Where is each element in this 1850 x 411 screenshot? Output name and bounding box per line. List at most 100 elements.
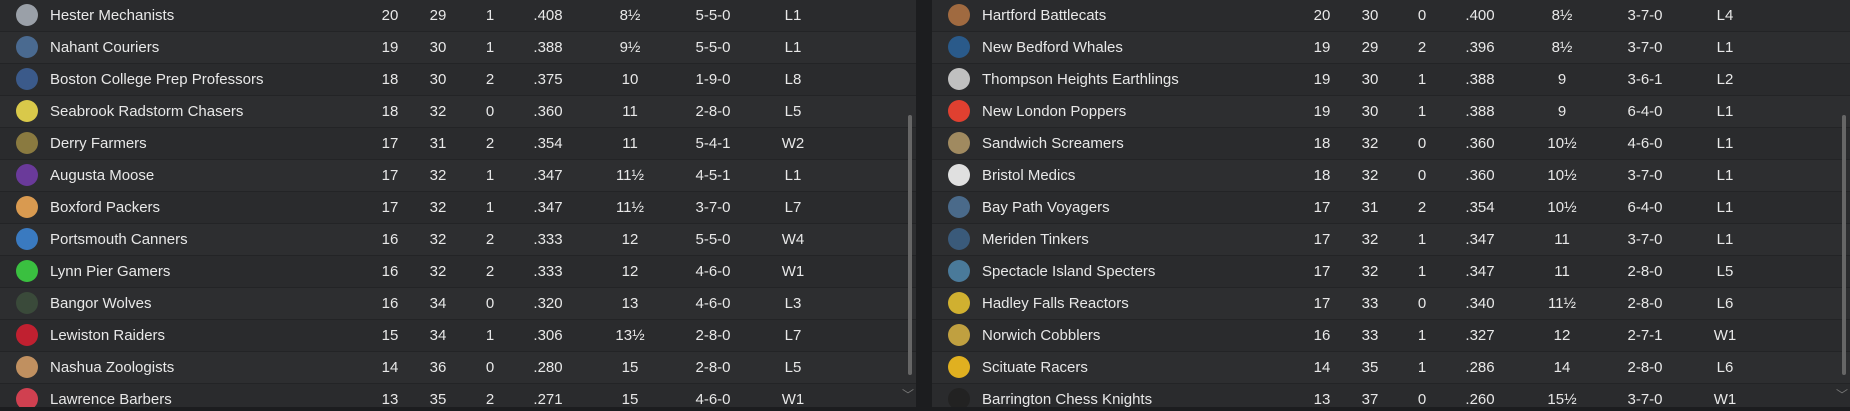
table-row[interactable]: Spectacle Island Specters 17 32 1 .347 11 2-8-… (932, 256, 1850, 288)
table-row[interactable]: Scituate Racers 14 35 1 .286 14 2-8-0 L6 (932, 352, 1850, 384)
wins: 13 (1313, 391, 1331, 407)
team-name[interactable]: Lawrence Barbers (50, 391, 172, 407)
table-row[interactable]: Bay Path Voyagers 17 31 2 .354 10½ 6-4-0 L1 (932, 192, 1850, 224)
table-row[interactable]: Hadley Falls Reactors 17 33 0 .340 11½ 2-8-0 L6 (932, 288, 1850, 320)
team-name[interactable]: Hester Mechanists (50, 7, 175, 24)
games-back: 12 (1553, 327, 1571, 344)
table-row[interactable]: Lawrence Barbers 13 35 2 .271 15 4-6-0 W1 (0, 384, 916, 407)
team-name[interactable]: Bay Path Voyagers (982, 199, 1110, 216)
games-back: 13 (621, 295, 639, 312)
table-row[interactable]: Lynn Pier Gamers 16 32 2 .333 12 4-6-0 W1 (0, 256, 916, 288)
table-row[interactable]: Derry Farmers 17 31 2 .354 11 5-4-1 W2 (0, 128, 916, 160)
wins: 19 (1313, 39, 1331, 56)
wins: 14 (381, 359, 399, 376)
table-row[interactable]: Norwich Cobblers 16 33 1 .327 12 2-7-1 W1 (932, 320, 1850, 352)
table-row[interactable]: Bristol Medics 18 32 0 .360 10½ 3-7-0 L1 (932, 160, 1850, 192)
wins: 19 (1313, 71, 1331, 88)
table-row[interactable]: New Bedford Whales 19 29 2 .396 8½ 3-7-0 L1 (932, 32, 1850, 64)
table-row[interactable]: New London Poppers 19 30 1 .388 9 6-4-0 L1 (932, 96, 1850, 128)
team-name[interactable]: Scituate Racers (982, 359, 1088, 376)
team-name[interactable]: Lynn Pier Gamers (50, 263, 171, 280)
last-ten: 4-6-0 (1627, 135, 1663, 152)
ties: 1 (1417, 327, 1427, 344)
last-ten: 4-6-0 (695, 295, 731, 312)
team-name[interactable]: Meriden Tinkers (982, 231, 1089, 248)
team-logo-icon (16, 36, 38, 58)
ties: 0 (1417, 167, 1427, 184)
team-name[interactable]: Sandwich Screamers (982, 135, 1124, 152)
last-ten: 6-4-0 (1627, 103, 1663, 120)
table-row[interactable]: Hartford Battlecats 20 30 0 .400 8½ 3-7-0 L4 (932, 0, 1850, 32)
table-row[interactable]: Lewiston Raiders 15 34 1 .306 13½ 2-8-0 L7 (0, 320, 916, 352)
table-row[interactable]: Boston College Prep Professors 18 30 2 .375 1… (0, 64, 916, 96)
team-logo-icon (948, 4, 970, 26)
team-name[interactable]: New London Poppers (982, 103, 1127, 120)
table-row[interactable]: Meriden Tinkers 17 32 1 .347 11 3-7-0 L1 (932, 224, 1850, 256)
team-name[interactable]: Spectacle Island Specters (982, 263, 1156, 280)
losses: 35 (429, 391, 447, 407)
pct: .354 (533, 135, 563, 152)
wins: 17 (381, 199, 399, 216)
table-row[interactable]: Nahant Couriers 19 30 1 .388 9½ 5-5-0 L1 (0, 32, 916, 64)
table-row[interactable]: Bangor Wolves 16 34 0 .320 13 4-6-0 L3 (0, 288, 916, 320)
team-logo-icon (948, 356, 970, 378)
ties: 1 (485, 39, 495, 56)
pct: .333 (533, 231, 563, 248)
team-name[interactable]: Nashua Zoologists (50, 359, 175, 376)
team-name[interactable]: Thompson Heights Earthlings (982, 71, 1179, 88)
streak: L5 (784, 103, 802, 120)
ties: 0 (1417, 295, 1427, 312)
wins: 14 (1313, 359, 1331, 376)
ties: 2 (1417, 199, 1427, 216)
games-back: 12 (621, 231, 639, 248)
wins: 16 (381, 295, 399, 312)
scrollbar[interactable] (908, 115, 912, 375)
team-name[interactable]: Portsmouth Canners (50, 231, 188, 248)
last-ten: 2-8-0 (1627, 295, 1663, 312)
table-row[interactable]: Sandwich Screamers 18 32 0 .360 10½ 4-6-0 L1 (932, 128, 1850, 160)
team-name[interactable]: Bristol Medics (982, 167, 1076, 184)
table-row[interactable]: Barrington Chess Knights 13 37 0 .260 15½ 3-7-… (932, 384, 1850, 407)
table-row[interactable]: Hester Mechanists 20 29 1 .408 8½ 5-5-0 L1 (0, 0, 916, 32)
team-name[interactable]: Lewiston Raiders (50, 327, 166, 344)
streak: W2 (781, 135, 805, 152)
wins: 16 (1313, 327, 1331, 344)
wins: 15 (381, 327, 399, 344)
team-name[interactable]: Nahant Couriers (50, 39, 160, 56)
team-name[interactable]: Norwich Cobblers (982, 327, 1101, 344)
table-row[interactable]: Augusta Moose 17 32 1 .347 11½ 4-5-1 L1 (0, 160, 916, 192)
chevron-down-icon[interactable]: ﹀ (1835, 388, 1848, 402)
last-ten: 3-7-0 (1627, 391, 1663, 407)
team-name[interactable]: Hadley Falls Reactors (982, 295, 1129, 312)
team-name[interactable]: Barrington Chess Knights (982, 391, 1153, 407)
losses: 30 (1361, 103, 1379, 120)
team-name[interactable]: Boston College Prep Professors (50, 71, 264, 88)
games-back: 11 (622, 103, 638, 120)
losses: 30 (429, 39, 447, 56)
table-row[interactable]: Nashua Zoologists 14 36 0 .280 15 2-8-0 L5 (0, 352, 916, 384)
team-name[interactable]: Hartford Battlecats (982, 7, 1107, 24)
pct: .354 (1465, 199, 1495, 216)
table-row[interactable]: Boxford Packers 17 32 1 .347 11½ 3-7-0 L7 (0, 192, 916, 224)
scrollbar[interactable] (1842, 115, 1846, 375)
team-name[interactable]: Augusta Moose (50, 167, 155, 184)
games-back: 9½ (619, 39, 641, 56)
wins: 20 (1313, 7, 1331, 24)
games-back: 11½ (615, 167, 645, 184)
team-name[interactable]: Derry Farmers (50, 135, 147, 152)
streak: L1 (784, 167, 802, 184)
team-name[interactable]: Seabrook Radstorm Chasers (50, 103, 244, 120)
games-back: 10½ (1547, 167, 1577, 184)
losses: 32 (429, 167, 447, 184)
wins: 17 (381, 135, 399, 152)
team-name[interactable]: Bangor Wolves (50, 295, 152, 312)
table-row[interactable]: Portsmouth Canners 16 32 2 .333 12 5-5-0 W4 (0, 224, 916, 256)
team-logo-icon (948, 228, 970, 250)
table-row[interactable]: Seabrook Radstorm Chasers 18 32 0 .360 11 2-8-… (0, 96, 916, 128)
chevron-down-icon[interactable]: ﹀ (901, 388, 914, 402)
table-row[interactable]: Thompson Heights Earthlings 19 30 1 .388 9 3-6… (932, 64, 1850, 96)
team-name[interactable]: New Bedford Whales (982, 39, 1123, 56)
pct: .347 (1465, 263, 1495, 280)
pct: .320 (533, 295, 563, 312)
team-name[interactable]: Boxford Packers (50, 199, 161, 216)
